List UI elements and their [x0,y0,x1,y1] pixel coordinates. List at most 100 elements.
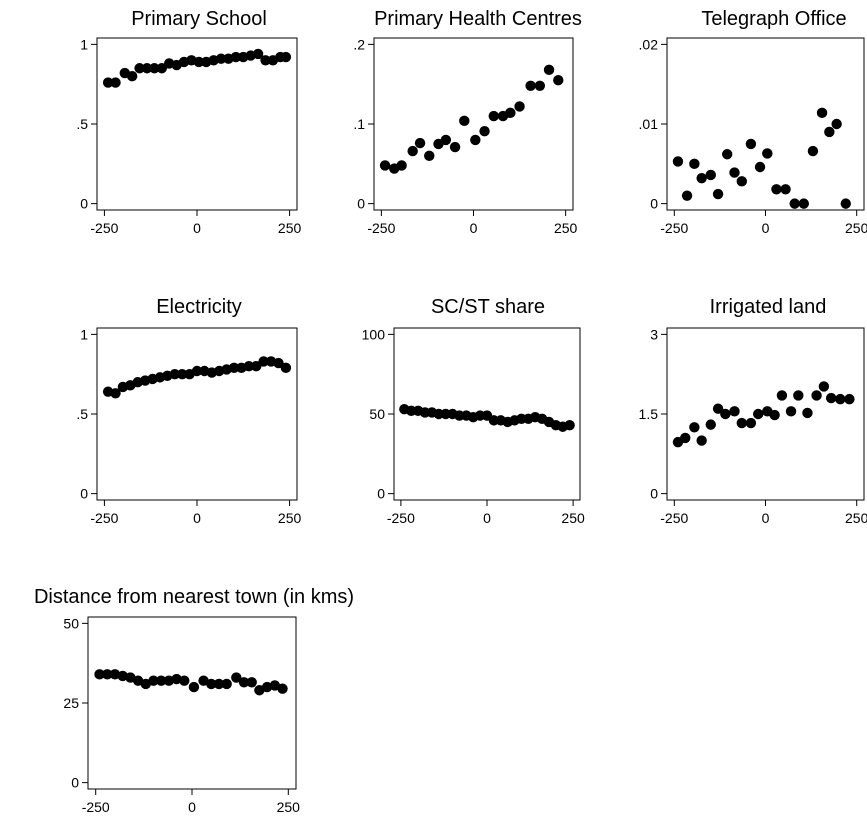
data-point [680,432,691,444]
y-tick-label: 50 [63,615,79,631]
y-tick-label: .1 [353,116,365,132]
chart-title: Electricity [156,296,242,318]
y-tick-label: 1 [80,36,88,52]
chart-title: Primary Health Centres [374,8,582,30]
data-point [169,368,180,380]
data-point [191,365,203,377]
data-point [720,408,731,420]
data-point [840,198,851,209]
data-point [776,390,788,401]
data-point [789,198,800,209]
y-tick-label: 0 [80,486,88,502]
data-point [712,188,724,200]
chart-panel-7: Distance from nearest town (in kms)-250 0… [34,586,354,815]
y-tick-label: 25 [63,695,79,711]
data-point [696,172,707,184]
data-point [206,678,217,690]
data-point [705,419,716,430]
data-point [825,392,837,404]
data-point [193,56,205,68]
x-tick-label: 0 [193,220,201,236]
plot-frame [87,616,297,790]
data-point [148,675,159,686]
data-point [424,150,435,162]
data-point [280,362,292,374]
data-point [228,362,240,374]
data-point [179,675,190,686]
data-point [818,381,830,392]
data-point [117,670,128,682]
data-point [163,675,175,686]
data-point [261,681,273,693]
x-tick-label: 250 [278,510,302,526]
x-tick-label: 250 [561,510,585,526]
data-point [155,675,167,686]
data-point [831,118,842,130]
data-point [134,63,145,74]
data-point [171,673,182,685]
data-point [844,393,855,405]
y-tick-label: 0 [357,196,365,212]
data-point [824,126,835,138]
chart-title: Primary School [131,8,267,30]
y-tick-label: .02 [639,36,659,52]
data-point [258,356,269,367]
data-point [705,169,716,181]
data-point [238,677,250,688]
data-point [246,677,257,688]
data-point [762,148,773,159]
data-point [252,48,264,60]
x-tick-label: 250 [554,220,578,236]
data-point [771,184,782,195]
x-tick-label: -250 [387,510,415,526]
data-point [736,176,747,187]
x-tick-label: 250 [277,799,301,815]
x-tick-label: 0 [470,220,478,236]
data-point [769,409,780,421]
data-point [505,107,516,119]
data-point [553,75,564,86]
data-point [745,417,757,429]
data-point [94,669,105,680]
data-point [689,422,700,433]
data-point [396,160,407,171]
data-point [110,77,121,88]
chart-title: Telegraph Office [701,8,846,30]
data-point [156,63,168,74]
data-point [414,137,426,149]
x-tick-label: 250 [845,220,867,236]
data-point [672,156,684,167]
data-point [793,390,804,401]
data-point [835,393,846,405]
data-point [807,145,819,157]
data-point [109,669,121,680]
data-point [102,77,114,88]
data-point [543,64,555,76]
chart-title: SC/ST share [431,296,545,318]
data-point [102,669,113,680]
data-point [753,408,764,420]
x-tick-label: -250 [90,220,118,236]
data-point [149,63,160,74]
y-tick-label: 0 [71,775,79,791]
data-point [176,368,188,380]
data-point [488,110,499,122]
y-tick-label: 1.5 [639,406,659,422]
data-point [280,51,292,63]
y-tick-label: .01 [639,116,659,132]
data-point [736,417,747,429]
data-point [534,80,546,91]
y-tick-label: 0 [650,486,658,502]
data-point [729,167,740,178]
y-tick-label: 0 [80,196,88,212]
data-point [231,672,242,683]
data-point [407,145,418,157]
x-tick-label: -250 [82,799,110,815]
data-point [188,681,200,693]
data-point [440,134,452,146]
data-point [696,435,707,446]
